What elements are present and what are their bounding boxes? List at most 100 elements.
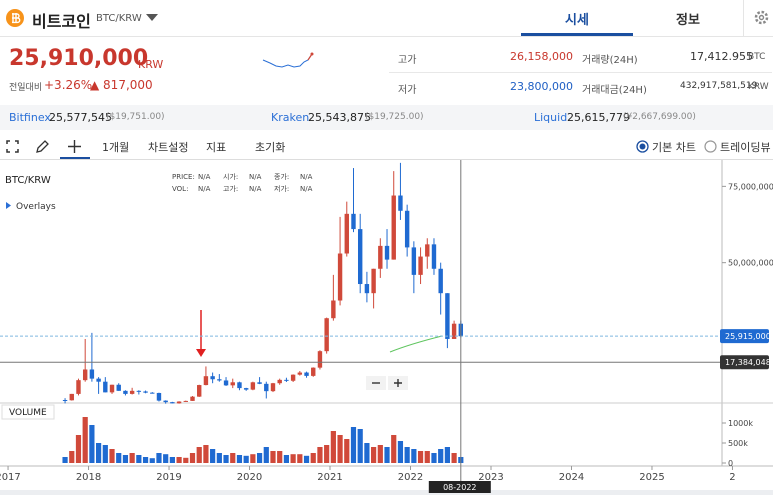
candle-body [438,268,443,294]
candle-body [364,284,370,294]
volume-bar [69,451,75,463]
volume-bar [243,455,249,463]
mode-option[interactable]: 트레이딩뷰 [720,141,771,154]
coin-icon [6,9,24,27]
stat-value: 17,412.955 [690,50,753,63]
volume-bar [203,445,209,463]
fullscreen-icon[interactable] [6,140,19,153]
volume-bar [256,453,263,463]
price-chart: 50,000,00075,000,0000500k1000k2017201820… [0,160,773,495]
volume-bar [116,453,122,463]
y-tick-label: 75,000,000 [728,182,773,191]
exchange-price: 25,543,875 [308,111,371,124]
candle-body [425,244,430,257]
volume-bar [263,447,269,463]
exchange-price: 25,577,545 [49,111,112,124]
candle-body [284,379,289,381]
chart-title: BTC/KRW [5,175,51,186]
candle-body [250,382,256,390]
stat-label: 저가 [398,85,417,96]
overlays-label: Overlays [16,202,56,212]
candle-body [384,245,390,260]
arrow-head [196,349,206,357]
candle-body [96,378,101,382]
volume-bar [411,449,417,463]
exchange-usd: ($19,725.00) [365,112,424,122]
exchange-name[interactable]: Kraken [271,111,310,124]
volume-bar [357,429,363,463]
settings-icon[interactable] [754,10,769,25]
exchange-bar: Bitfinex 25,577,545 ($19,751.00) Kraken … [0,105,773,130]
x-tick-label: 2021 [317,472,342,483]
volume-tick-label: 1000k [728,419,753,428]
reset-button[interactable]: 초기화 [255,141,286,154]
volume-bar [350,427,357,463]
volume-bar [109,449,115,463]
mode-option[interactable]: 기본 차트 [652,141,696,154]
period-select[interactable]: 1개월 [102,141,130,154]
crosshair-icon[interactable] [67,139,82,154]
candle-body [203,376,209,386]
price-tag [720,329,769,344]
candle-body [297,372,303,375]
draw-icon[interactable] [35,139,50,154]
volume-bar [404,447,410,463]
stat-unit: BTC [748,52,766,62]
candle-body [62,400,68,401]
x-tick-label: 2022 [398,472,423,483]
volume-label: VOLUME [9,408,47,418]
info-label: 시가: [223,172,238,181]
x-tick-label: 2023 [478,472,503,483]
info-value: N/A [300,185,313,193]
info-label: 종가: [274,172,289,181]
x-tick-label: 2017 [0,472,21,483]
stat-value: 26,158,000 [510,50,573,63]
crosshair-label: 17,384,048 [725,358,771,367]
volume-bar [377,445,383,463]
change-pct: +3.26% [44,78,93,92]
candle-body [69,393,74,401]
volume-bar [438,449,444,463]
volume-bar [183,457,189,463]
axis-strip [0,490,773,495]
chart-bg [0,160,773,495]
candle-body [183,400,188,402]
candle-body [290,374,296,381]
indicator-menu[interactable]: 지표 [206,141,227,154]
volume-bar [89,425,95,463]
info-value: N/A [300,173,313,181]
exchange-usd: ($19,751.00) [106,112,165,122]
volume-bar [129,453,135,463]
candle-body [82,369,88,381]
settings-menu[interactable]: 차트설정 [148,141,189,154]
candle-body [324,318,329,352]
candle-body [371,268,376,294]
exchange-name[interactable]: Bitfinex [9,111,51,124]
tab[interactable]: 시세 [565,13,589,28]
dropdown-arrow[interactable] [146,14,158,22]
candle-body [190,396,195,401]
candle-body [445,293,450,339]
sparkline [262,52,314,68]
volume-bar [142,457,149,463]
stat-value: 432,917,581,519 [680,81,758,91]
candle-body [344,213,349,254]
exchange-name[interactable]: Liquid [534,111,568,124]
price-unit: KRW [138,58,164,71]
tab[interactable]: 정보 [676,13,700,28]
candle-body [129,390,135,394]
volume-bar [189,453,196,463]
volume-bar [391,435,397,463]
volume-bar [102,445,108,463]
candle-body [277,379,282,384]
radio-off[interactable] [704,140,717,153]
radio-on[interactable] [636,140,649,153]
volume-bar [210,449,216,463]
volume-bar [277,451,283,463]
candle-body [170,402,175,404]
candle-body [243,388,249,390]
volume-bar [364,443,370,463]
volume-bar [297,454,303,463]
volume-bar [337,435,343,463]
